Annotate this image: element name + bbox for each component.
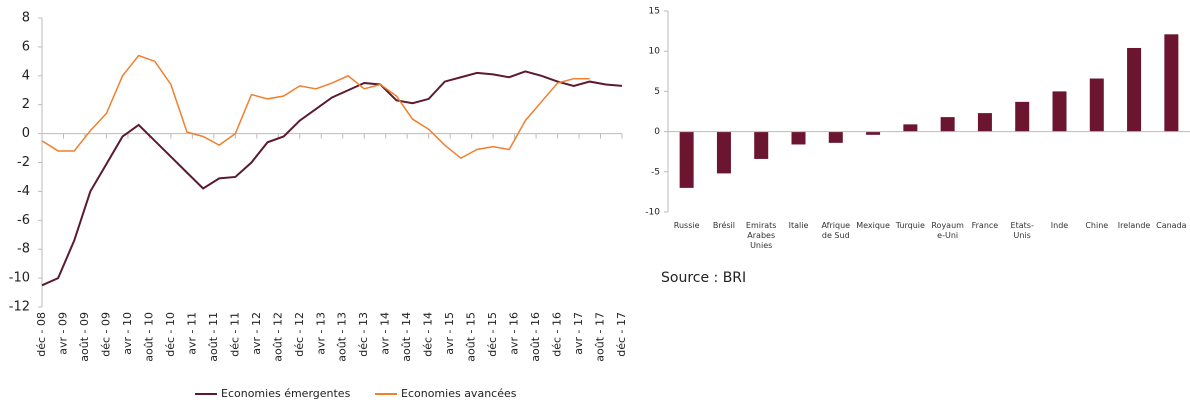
x-tick-label: Etats-Unis (1010, 221, 1034, 240)
x-tick-label: déc - 11 (228, 312, 241, 357)
x-tick-label: avr - 09 (56, 312, 69, 355)
x-tick-label: déc - 17 (615, 312, 628, 357)
x-tick-label: Russie (673, 221, 700, 230)
y-tick-label: 15 (649, 7, 660, 17)
bar (791, 131, 806, 145)
x-tick-label: août - 15 (465, 312, 478, 362)
y-tick-label: 2 (22, 97, 30, 112)
x-tick-label: Emirats Arabes Unies (745, 221, 777, 250)
x-tick-label: avr - 15 (443, 312, 456, 355)
y-tick-label: -5 (651, 167, 660, 177)
x-tick-label: août - 17 (594, 312, 607, 362)
x-tick-label: avr - 14 (379, 312, 392, 355)
x-tick-label: Canada (1156, 221, 1187, 230)
bar (1127, 47, 1142, 132)
bar (1164, 34, 1179, 132)
y-tick-label: 10 (649, 47, 661, 57)
source-note: Source : BRI (661, 270, 746, 286)
x-tick-label: déc - 15 (486, 312, 499, 357)
bar (828, 131, 843, 143)
x-tick-label: déc - 10 (164, 312, 177, 357)
bar (940, 117, 955, 132)
x-tick-label: avr - 11 (185, 312, 198, 355)
x-tick-label: déc - 14 (422, 312, 435, 357)
x-tick-label: déc - 16 (551, 312, 564, 357)
x-tick-label: déc - 13 (357, 312, 370, 357)
line-series (41, 70, 623, 287)
bar (716, 131, 731, 174)
x-tick-label: Italie (788, 221, 809, 230)
x-tick-label: août - 16 (529, 312, 542, 362)
bar (679, 131, 694, 188)
x-tick-label: Royaume-Uni (931, 221, 964, 240)
x-tick-label: août - 11 (207, 312, 220, 362)
y-tick-label: 4 (22, 68, 30, 83)
bar (1089, 78, 1104, 132)
x-tick-label: déc - 08 (35, 312, 48, 357)
x-tick-label: Afrique de Sud (821, 221, 851, 240)
x-tick-label: déc - 12 (293, 312, 306, 357)
x-tick-label: avr - 16 (508, 312, 521, 355)
x-tick-label: août - 09 (78, 312, 91, 362)
x-tick-label: août - 10 (142, 312, 155, 362)
y-tick-label: 0 (654, 127, 660, 137)
y-tick-label: -2 (17, 155, 30, 170)
x-tick-label: Turquie (895, 221, 925, 230)
y-tick-label: 6 (22, 39, 30, 54)
legend-label: Economies avancées (401, 387, 517, 400)
y-tick-label: 5 (654, 87, 660, 97)
y-tick-label: -4 (17, 184, 30, 199)
bar (1052, 91, 1067, 132)
y-tick-label: 0 (22, 126, 30, 141)
x-tick-label: Mexique (856, 221, 890, 230)
x-tick-label: déc - 09 (99, 312, 112, 357)
bar (977, 113, 992, 132)
x-tick-label: Irelande (1117, 221, 1151, 230)
y-tick-label: -6 (17, 213, 30, 228)
legend-label: Economies émergentes (221, 387, 351, 400)
x-tick-label: Chine (1085, 221, 1109, 230)
y-tick-label: -10 (645, 208, 660, 218)
x-tick-label: Brésil (712, 221, 735, 230)
x-tick-label: France (971, 221, 999, 230)
x-tick-label: avr - 17 (572, 312, 585, 355)
x-tick-label: avr - 12 (250, 312, 263, 355)
bar (866, 131, 881, 135)
line-series (41, 54, 590, 160)
x-tick-label: août - 12 (271, 312, 284, 362)
y-tick-label: -8 (17, 242, 30, 257)
y-tick-label: -10 (9, 271, 30, 286)
y-tick-label: 8 (22, 11, 30, 26)
x-tick-label: août - 13 (336, 312, 349, 362)
x-tick-label: avr - 13 (314, 312, 327, 355)
x-tick-label: août - 14 (400, 312, 413, 362)
y-tick-label: -12 (9, 300, 30, 315)
bar (903, 124, 918, 132)
x-tick-label: avr - 10 (121, 312, 134, 355)
x-tick-label: Inde (1050, 221, 1069, 230)
bar (1015, 101, 1030, 132)
bar (754, 131, 769, 159)
